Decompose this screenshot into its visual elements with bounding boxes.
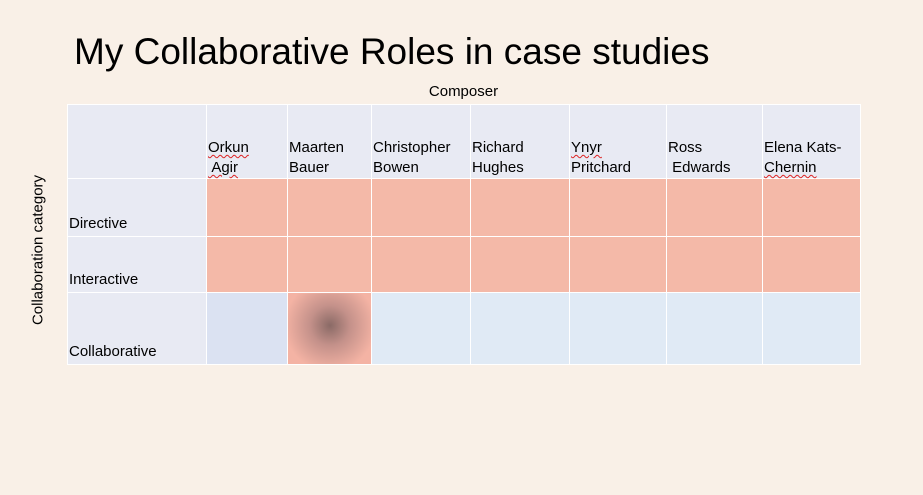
cell	[666, 292, 763, 365]
header-maarten-bauer: Maarten Bauer	[287, 104, 372, 179]
cell	[206, 292, 288, 365]
cell	[371, 236, 471, 293]
row-label: Interactive	[67, 236, 207, 293]
header-row: Orkun Agir Maarten Bauer Christopher Bowen…	[67, 104, 861, 179]
cell	[470, 292, 570, 365]
row-directive: Directive	[67, 178, 861, 237]
header-ynyr-pritchard: Ynyr Pritchard	[569, 104, 667, 179]
cell	[569, 178, 667, 237]
cell	[206, 236, 288, 293]
header-christopher-bowen: Christopher Bowen	[371, 104, 471, 179]
cell	[569, 236, 667, 293]
row-collaborative: Collaborative	[67, 292, 861, 365]
cell	[206, 178, 288, 237]
corner-cell	[67, 104, 207, 179]
cell	[762, 178, 861, 237]
row-label: Collaborative	[67, 292, 207, 365]
cell	[666, 236, 763, 293]
header-elena-kats-chernin: Elena Kats- Chernin	[762, 104, 861, 179]
cell	[371, 292, 471, 365]
cell-highlight	[287, 292, 372, 365]
header-orkun-agir: Orkun Agir	[206, 104, 288, 179]
cell	[287, 178, 372, 237]
header-ross-edwards: Ross Edwards	[666, 104, 763, 179]
x-axis-label: Composer	[428, 83, 499, 100]
y-axis-label: Collaboration category	[29, 174, 47, 326]
cell	[569, 292, 667, 365]
row-label: Directive	[67, 178, 207, 237]
cell	[762, 292, 861, 365]
row-interactive: Interactive	[67, 236, 861, 293]
cell	[470, 178, 570, 237]
cell	[762, 236, 861, 293]
cell	[666, 178, 763, 237]
slide-title: My Collaborative Roles in case studies	[74, 31, 710, 72]
cell	[470, 236, 570, 293]
roles-table: Orkun Agir Maarten Bauer Christopher Bowen…	[67, 104, 861, 365]
header-richard-hughes: Richard Hughes	[470, 104, 570, 179]
cell	[287, 236, 372, 293]
cell	[371, 178, 471, 237]
